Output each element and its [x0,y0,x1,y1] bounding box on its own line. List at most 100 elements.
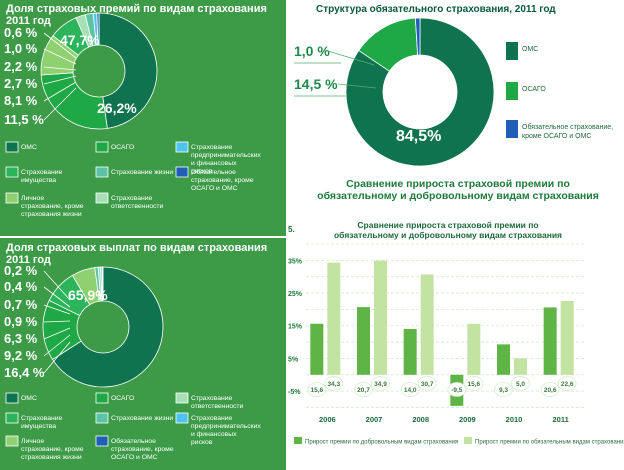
legend-label: ОМС [522,46,538,53]
bar [543,307,557,375]
x-tick-label: 2006 [319,415,336,424]
bar [420,274,434,375]
legend-swatch [506,120,518,138]
legend-label: Личное [21,195,44,202]
growth-panel: Сравнение прироста страховой премии по о… [286,176,624,470]
leader-line [43,270,71,301]
value-bubble [540,382,560,397]
leader-line [43,81,77,102]
bar-value-label: 14,0 [404,387,417,394]
legend-swatch [175,166,189,178]
bar [514,358,527,375]
data-label: 6,3 % [4,331,38,346]
value-bubble [447,382,467,397]
legend-label: страхование, кроме [21,203,84,210]
y-tick-label: -5% [288,389,301,396]
legend-label: ответственности [191,403,243,410]
premiums-title: Доля страховых премий по видам страхован… [6,3,267,27]
legend-label: Страхование жизни [111,415,173,422]
bar [497,344,510,375]
chart-subtitle: Сравнение прироста страховой премии по [357,220,538,230]
legend-label: и финансовых [191,431,237,438]
legend-swatch [5,435,19,447]
legend-label: Прирост премии по обязательным видам стр… [475,440,624,446]
value-bubble [307,382,327,397]
data-label: 0,4 % [4,279,38,294]
data-label: 0,9 % [4,314,38,329]
y-tick-label: 5% [288,356,299,363]
data-label: 84,5% [396,128,441,145]
legend-label: имущества [21,177,56,184]
legend-label: предпринимательских [191,152,261,159]
leader-line [43,48,77,65]
growth-title: Сравнение прироста страховой премии по о… [317,178,599,202]
legend-label: ОСАГО [522,86,546,93]
legend-label: имущества [21,423,56,430]
mandatory-structure-panel: Структура обязательного страхования, 201… [286,0,624,176]
pie-slice [51,266,164,388]
legend-swatch [95,412,109,424]
leader-line [43,304,71,315]
leader-line [43,75,77,85]
data-label: 0,6 % [4,25,38,40]
bar [310,323,324,375]
legend-label: Обязательное страхование, [522,123,613,131]
legend-swatch [294,437,302,444]
bar-value-label: 20,6 [544,387,557,394]
data-label: 16,4 % [4,365,45,380]
data-label: 47,7% [60,32,100,48]
bar [327,262,341,375]
value-bubble [464,376,484,391]
leader-line [43,32,77,59]
legend-label: Прирост премии по добровольным видам стр… [305,440,458,446]
x-tick-label: 2009 [459,415,476,424]
legend-swatch [175,412,189,424]
pie-slice [98,12,158,129]
bar [467,323,481,375]
y-tick-label: 25% [288,291,303,298]
data-label: 1,0 % [4,41,38,56]
y-tick-label: 35% [288,258,303,265]
legend-label: ОМС [21,395,37,402]
pie-slice [40,72,108,130]
value-bubble [511,376,530,391]
legend-label: страхование, кроме [21,446,84,453]
mandatory-structure-chart: 84,5% 14,5 % 1,0 % ОМС ОСАГО Обязательное стр… [294,17,613,167]
legend-label: страхование, кроме [191,177,254,184]
bar-value-label: 20,7 [357,387,370,394]
data-label: 8,1 % [4,93,38,108]
y-tick-label: 15% [288,324,303,331]
value-bubble [371,376,390,391]
bar-value-label: 15,6 [311,387,324,394]
legend-label: страхование, кроме [111,446,174,453]
legend-swatch [95,392,109,404]
pie-slice [101,266,104,302]
data-label: 0,7 % [4,297,38,312]
premiums-panel: Доля страховых премий по видам страхован… [0,0,286,236]
bar-value-label: 34,3 [328,381,341,388]
x-tick-label: 2007 [366,415,383,424]
value-bubble [400,382,420,397]
legend-swatch [95,166,109,178]
data-label: 2,7 % [4,76,38,91]
legend-swatch [95,141,109,153]
legend-label: кроме ОСАГО и ОМС [522,133,592,140]
legend-label: Обязательное [191,168,236,176]
pie-slice [414,17,421,56]
legend-label: Страхование [21,169,63,176]
data-label: 2,2 % [4,59,38,74]
data-label: 0,2 % [4,263,38,278]
payouts-panel: Доля страховых выплат по видам страхован… [0,238,286,470]
bar-value-label: 5,0 [516,381,525,388]
growth-chart: Сравнение прироста страховой премии пооб… [288,220,624,446]
legend-swatch [5,141,19,153]
legend-label: рисков [191,439,213,446]
leader-line [327,50,375,66]
leader-line [43,320,71,323]
legend-swatch [95,192,109,204]
legend-label: ОМС [21,144,37,151]
legend-label: Страхование [191,144,233,151]
leader-line [43,286,71,308]
legend-swatch [464,437,472,444]
data-label: 11,5 % [4,112,44,127]
